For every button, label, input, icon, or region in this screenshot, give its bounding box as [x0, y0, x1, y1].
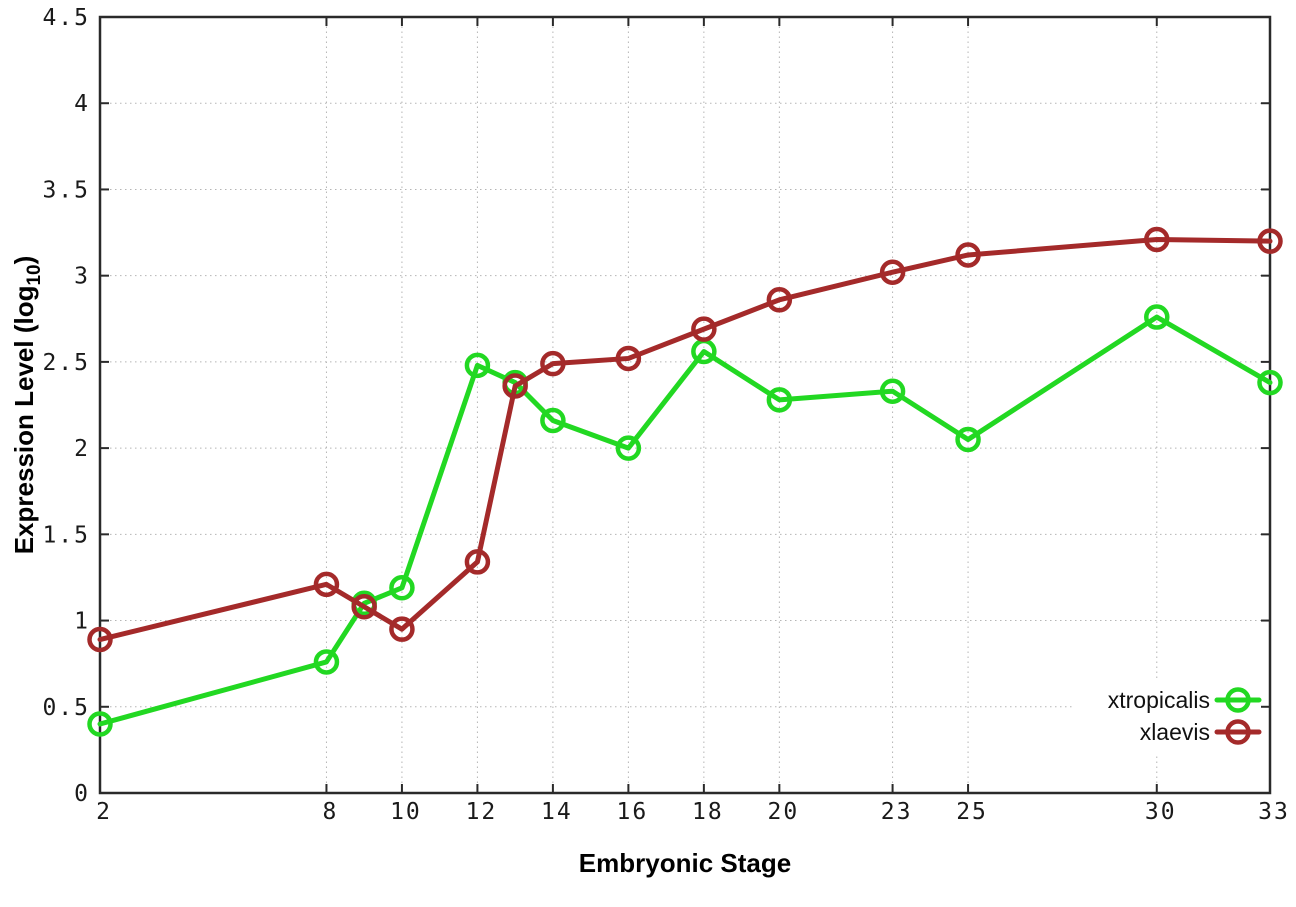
series-xlaevis-marker [502, 373, 528, 399]
series-xlaevis-marker [1257, 228, 1283, 254]
series-xlaevis-marker [540, 350, 566, 377]
series-xlaevis-marker [615, 345, 642, 372]
y-axis-title-main: Expression Level (log [9, 286, 39, 555]
x-tick-label: 33 [1258, 799, 1290, 825]
x-tick-labels: 2 8 10 12 14 16 18 20 23 25 30 33 [96, 799, 1290, 825]
series-xlaevis-marker [87, 626, 113, 653]
series-xtropicalis-marker [879, 378, 906, 404]
series-xtropicalis-marker [766, 387, 793, 413]
x-tick-label: 12 [466, 799, 498, 825]
y-tick-label: 3.5 [42, 177, 90, 203]
x-tick-label: 18 [692, 799, 724, 825]
series-xlaevis-marker [464, 549, 491, 575]
series-xtropicalis-marker [87, 711, 113, 737]
series-xlaevis-marker [1144, 226, 1170, 253]
y-tick-label: 4.5 [42, 5, 90, 31]
y-axis-title: Expression Level (log10) [9, 256, 45, 555]
series-xtropicalis-marker [540, 407, 566, 434]
plot-border [98, 15, 1272, 795]
series-xtropicalis-marker [955, 426, 981, 453]
series-xlaevis-marker [691, 316, 717, 342]
x-tick-label: 25 [956, 799, 988, 825]
x-tick-label: 30 [1145, 799, 1177, 825]
x-tick-label: 2 [96, 799, 112, 825]
series-xlaevis-marker [313, 571, 340, 598]
legend: xtropicalis xlaevis [1108, 687, 1262, 745]
x-tick-label: 10 [390, 799, 422, 825]
series-xtropicalis-marker [464, 352, 491, 379]
y-tick-label: 0.5 [42, 695, 90, 721]
x-tick-label: 14 [541, 799, 573, 825]
series-xtropicalis-marker [313, 649, 340, 675]
y-tick-label: 1 [74, 609, 90, 635]
y-tick-labels: 0 0.5 1 1.5 2 2.5 3 3.5 4 4.5 [42, 5, 90, 807]
series-xlaevis-marker [766, 287, 793, 313]
x-axis-title: Embryonic Stage [579, 848, 791, 878]
legend-label-xlaevis: xlaevis [1140, 719, 1210, 745]
series-xlaevis-marker [389, 616, 415, 642]
legend-label-xtropicalis: xtropicalis [1108, 687, 1210, 713]
y-tick-label: 2 [74, 436, 90, 462]
y-tick-label: 2.5 [42, 350, 90, 376]
x-tick-label: 20 [768, 799, 800, 825]
legend-sample-xlaevis-marker [1225, 719, 1251, 745]
series-xlaevis-marker [879, 259, 906, 285]
grid [100, 17, 1270, 793]
x-tick-label: 23 [881, 799, 913, 825]
legend-sample-xtropicalis-marker [1225, 687, 1251, 713]
y-tick-label: 4 [74, 91, 90, 117]
y-axis-title-subscript: 10 [24, 264, 45, 285]
series-xtropicalis-marker [615, 435, 642, 461]
series-xlaevis-line [97, 236, 1273, 643]
legend-samples [1214, 687, 1262, 745]
y-tick-label: 0 [74, 781, 90, 807]
series-xtropicalis-marker [1144, 304, 1170, 330]
series-xtropicalis-marker [389, 575, 415, 601]
series-xtropicalis-marker [1257, 369, 1283, 396]
x-tick-label: 16 [617, 799, 649, 825]
x-tick-label: 8 [323, 799, 339, 825]
plot-area [87, 226, 1283, 737]
series-xlaevis-marker [351, 594, 377, 620]
y-axis-title-close: ) [9, 256, 39, 265]
series-xlaevis-marker [955, 242, 981, 268]
y-tick-label: 3 [74, 264, 90, 290]
series-xtropicalis-line [97, 314, 1273, 727]
y-tick-label: 1.5 [42, 522, 90, 548]
